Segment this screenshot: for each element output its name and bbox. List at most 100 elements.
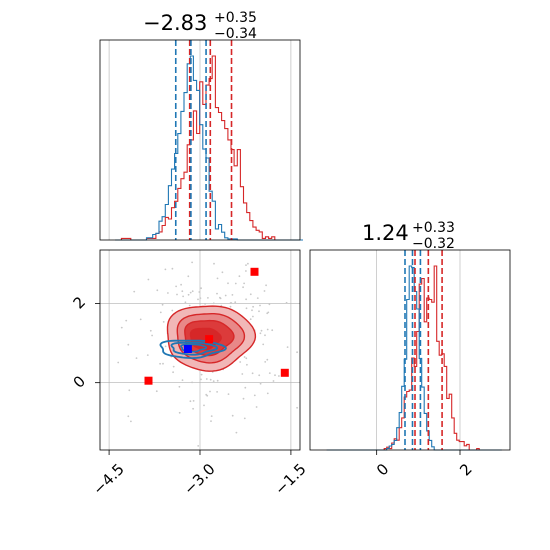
sample-point bbox=[230, 302, 233, 304]
sample-point bbox=[149, 329, 152, 332]
title-param1-minus: −0.34 bbox=[214, 26, 257, 42]
sample-point bbox=[135, 357, 138, 359]
sample-point bbox=[224, 294, 227, 297]
sample-point bbox=[203, 404, 205, 407]
sample-point bbox=[266, 358, 269, 361]
sample-point bbox=[147, 278, 150, 281]
y-tick-label: 2 bbox=[70, 293, 89, 312]
sample-point bbox=[191, 290, 194, 293]
sample-point bbox=[204, 303, 207, 305]
title-param2-value: 1.24 bbox=[362, 221, 409, 245]
sample-point bbox=[216, 391, 219, 393]
sample-point bbox=[151, 334, 154, 337]
sample-point bbox=[221, 271, 224, 274]
sample-point bbox=[162, 321, 165, 323]
marker-red-square bbox=[144, 376, 153, 385]
sample-point bbox=[251, 372, 254, 375]
sample-point bbox=[205, 378, 208, 380]
sample-point bbox=[210, 415, 213, 417]
sample-point bbox=[252, 315, 254, 318]
sample-point bbox=[272, 380, 275, 382]
sample-point bbox=[259, 382, 262, 385]
sample-point bbox=[239, 361, 242, 363]
sample-point bbox=[198, 291, 201, 293]
sample-point bbox=[266, 328, 269, 331]
sample-point bbox=[245, 307, 248, 310]
sample-point bbox=[188, 304, 191, 307]
sample-point bbox=[197, 298, 199, 301]
title-param1: −2.83 +0.35 −0.34 bbox=[143, 10, 257, 42]
title-param2-plus: +0.33 bbox=[412, 220, 455, 236]
sample-point bbox=[286, 346, 289, 348]
sample-point bbox=[184, 301, 187, 304]
sample-point bbox=[260, 329, 263, 332]
sample-point bbox=[178, 411, 181, 414]
sample-point bbox=[243, 356, 246, 358]
sample-point bbox=[227, 393, 230, 395]
sample-point bbox=[155, 390, 158, 393]
marker-blue-square bbox=[183, 345, 192, 353]
sample-point bbox=[219, 296, 221, 299]
sample-point bbox=[216, 292, 218, 295]
sample-point bbox=[256, 297, 259, 299]
x2-tick-label: 0 bbox=[373, 460, 392, 479]
sample-point bbox=[264, 361, 267, 363]
sample-point bbox=[243, 417, 246, 420]
sample-point bbox=[229, 305, 232, 308]
sample-point bbox=[192, 407, 195, 410]
contour-blue-middle bbox=[170, 341, 219, 356]
sample-point bbox=[268, 303, 271, 306]
sample-point bbox=[267, 311, 270, 314]
sample-point bbox=[191, 261, 194, 264]
sample-point bbox=[176, 293, 178, 296]
sample-point bbox=[263, 290, 266, 292]
y-tick-label: 0 bbox=[70, 372, 89, 391]
title-param2-minus: −0.32 bbox=[412, 236, 455, 252]
sample-point bbox=[235, 431, 238, 434]
sample-point bbox=[268, 372, 271, 374]
sample-point bbox=[296, 406, 298, 409]
sample-point bbox=[285, 301, 288, 304]
sample-point bbox=[249, 293, 252, 296]
sample-point bbox=[180, 283, 183, 286]
sample-point bbox=[216, 379, 219, 382]
sample-point bbox=[207, 297, 209, 299]
sample-point bbox=[181, 379, 184, 381]
sample-point bbox=[278, 375, 280, 377]
joint-contour-panel bbox=[99, 249, 301, 451]
sample-point bbox=[125, 319, 128, 322]
sample-point bbox=[205, 393, 208, 396]
sample-point bbox=[178, 385, 181, 388]
sample-point bbox=[172, 371, 175, 374]
marker-red-square bbox=[205, 335, 214, 344]
sample-point bbox=[210, 420, 212, 422]
sample-point bbox=[247, 262, 249, 265]
sample-point bbox=[266, 392, 269, 395]
sample-point bbox=[127, 415, 130, 418]
sample-point bbox=[172, 365, 175, 368]
sample-point bbox=[243, 282, 246, 285]
panel-frame-param2 bbox=[309, 249, 511, 451]
sample-point bbox=[209, 378, 212, 381]
sample-point bbox=[200, 287, 203, 290]
sample-point bbox=[213, 262, 215, 265]
sample-point bbox=[245, 264, 247, 266]
x2-tick-label: 2 bbox=[456, 460, 475, 479]
sample-point bbox=[212, 380, 215, 382]
sample-point bbox=[171, 267, 174, 270]
sample-point bbox=[259, 332, 262, 335]
sample-point bbox=[245, 357, 248, 360]
sample-point bbox=[271, 329, 274, 332]
sample-point bbox=[139, 318, 142, 321]
sample-point bbox=[117, 361, 120, 364]
title-param1-value: −2.83 bbox=[143, 11, 207, 35]
sample-point bbox=[200, 378, 202, 381]
x-tick-label: −3.0 bbox=[180, 460, 218, 498]
sample-point bbox=[187, 275, 190, 278]
sample-point bbox=[156, 289, 159, 292]
sample-point bbox=[238, 275, 241, 278]
sample-point bbox=[162, 362, 164, 365]
sample-point bbox=[241, 373, 244, 375]
title-param1-plus: +0.35 bbox=[214, 10, 257, 26]
sample-point bbox=[127, 343, 130, 346]
